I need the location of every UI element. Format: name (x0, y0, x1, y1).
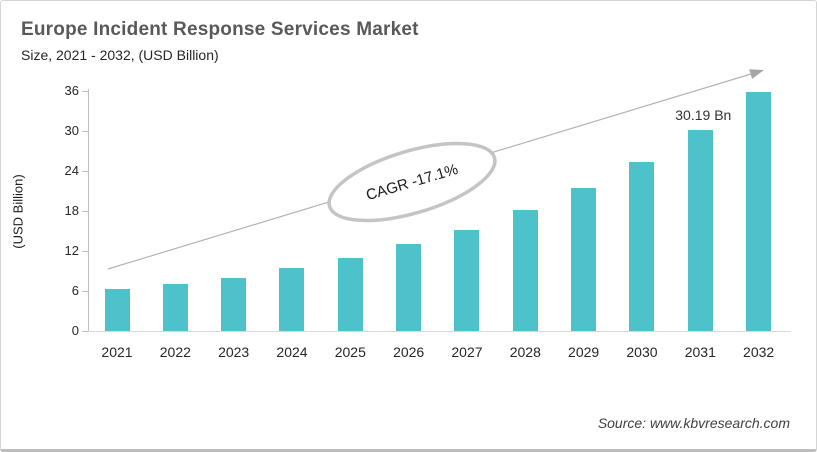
bar-2021 (104, 289, 130, 331)
y-tick-mark (82, 210, 88, 212)
source-note: Source: www.kbvresearch.com (597, 415, 790, 431)
y-tick-mark (82, 130, 88, 132)
x-axis-label-2023: 2023 (218, 344, 250, 360)
y-tick-label: 0 (71, 323, 79, 338)
y-tick-mark (82, 250, 88, 252)
bar-2030 (629, 161, 655, 331)
x-axis-label-2025: 2025 (334, 344, 366, 360)
y-tick-mark (82, 170, 88, 172)
y-tick-label: 30 (64, 123, 79, 138)
x-axis-label-2028: 2028 (509, 344, 541, 360)
bar-2028 (512, 210, 538, 331)
x-axis-label-2021: 2021 (101, 344, 133, 360)
x-axis-label-2031: 2031 (684, 344, 716, 360)
bar-2025 (337, 257, 363, 331)
trend-arrow-line (107, 73, 752, 270)
trend-arrowhead-icon (749, 69, 764, 79)
x-axis-label-2022: 2022 (159, 344, 191, 360)
y-tick-mark (82, 290, 88, 292)
cagr-label: CAGR -17.1% (364, 161, 460, 204)
x-axis-label-2029: 2029 (568, 344, 600, 360)
bar-2024 (279, 268, 305, 331)
value-callout: 30.19 Bn (675, 106, 732, 123)
x-axis-label-2024: 2024 (276, 344, 308, 360)
y-tick-label: 24 (64, 163, 79, 178)
bar-2022 (162, 283, 188, 331)
bar-2032 (746, 91, 772, 331)
bar-2029 (571, 188, 597, 331)
y-tick-label: 36 (64, 83, 79, 98)
y-tick-label: 6 (71, 283, 79, 298)
bar-2031 (687, 129, 713, 331)
y-tick-mark (82, 330, 88, 332)
bar-2023 (221, 277, 247, 331)
y-tick-label: 12 (64, 243, 79, 258)
y-tick-label: 18 (64, 203, 79, 218)
chart-title: Europe Incident Response Services Market (21, 19, 419, 40)
bar-2027 (454, 229, 480, 331)
x-axis-label-2026: 2026 (393, 344, 425, 360)
y-tick-mark (82, 90, 88, 92)
x-axis-label-2032: 2032 (743, 344, 775, 360)
y-axis-title: (USD Billion) (10, 174, 26, 249)
x-axis-label-2027: 2027 (451, 344, 483, 360)
x-axis-label-2030: 2030 (626, 344, 658, 360)
bar-2026 (396, 244, 422, 331)
x-axis-baseline (88, 331, 791, 332)
chart-subtitle: Size, 2021 - 2032, (USD Billion) (21, 47, 219, 63)
y-axis-line (88, 89, 89, 332)
cagr-ellipse (327, 141, 497, 223)
